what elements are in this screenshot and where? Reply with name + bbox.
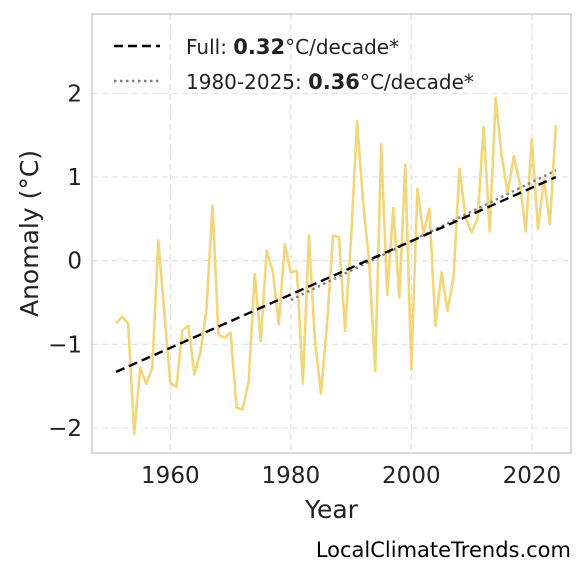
y-tick-label: 1 xyxy=(67,165,82,191)
full-trend-line xyxy=(115,175,557,373)
legend-entry: Full: 0.32°C/decade* xyxy=(186,35,399,59)
x-tick-label: 1980 xyxy=(262,463,321,489)
chart: 1960 1980 2000 2020 −2 −1 0 1 2 Year Anomaly (°C… xyxy=(15,13,572,524)
x-tick-label: 1960 xyxy=(141,463,200,489)
x-axis-label: Year xyxy=(304,495,359,524)
plot-frame xyxy=(91,13,572,454)
x-tick-label: 2020 xyxy=(503,463,562,489)
recent-trend-line xyxy=(290,169,557,302)
legend: Full: 0.32°C/decade* 1980-2025: 0.36°C/de… xyxy=(114,35,474,94)
anomaly-series-line xyxy=(115,96,558,436)
y-tick-label: 0 xyxy=(67,249,82,275)
y-tick-label: −2 xyxy=(48,416,82,442)
legend-entry: 1980-2025: 0.36°C/decade* xyxy=(186,70,474,94)
x-tick-label: 2000 xyxy=(382,463,441,489)
trend-layer xyxy=(115,169,557,373)
y-tick-label: −1 xyxy=(48,332,82,358)
footer-credit: LocalClimateTrends.com xyxy=(315,538,571,562)
ticks: 1960 1980 2000 2020 −2 −1 0 1 2 xyxy=(48,81,561,489)
y-axis-label: Anomaly (°C) xyxy=(15,150,44,317)
y-tick-label: 2 xyxy=(67,81,82,107)
series-layer xyxy=(115,96,558,436)
